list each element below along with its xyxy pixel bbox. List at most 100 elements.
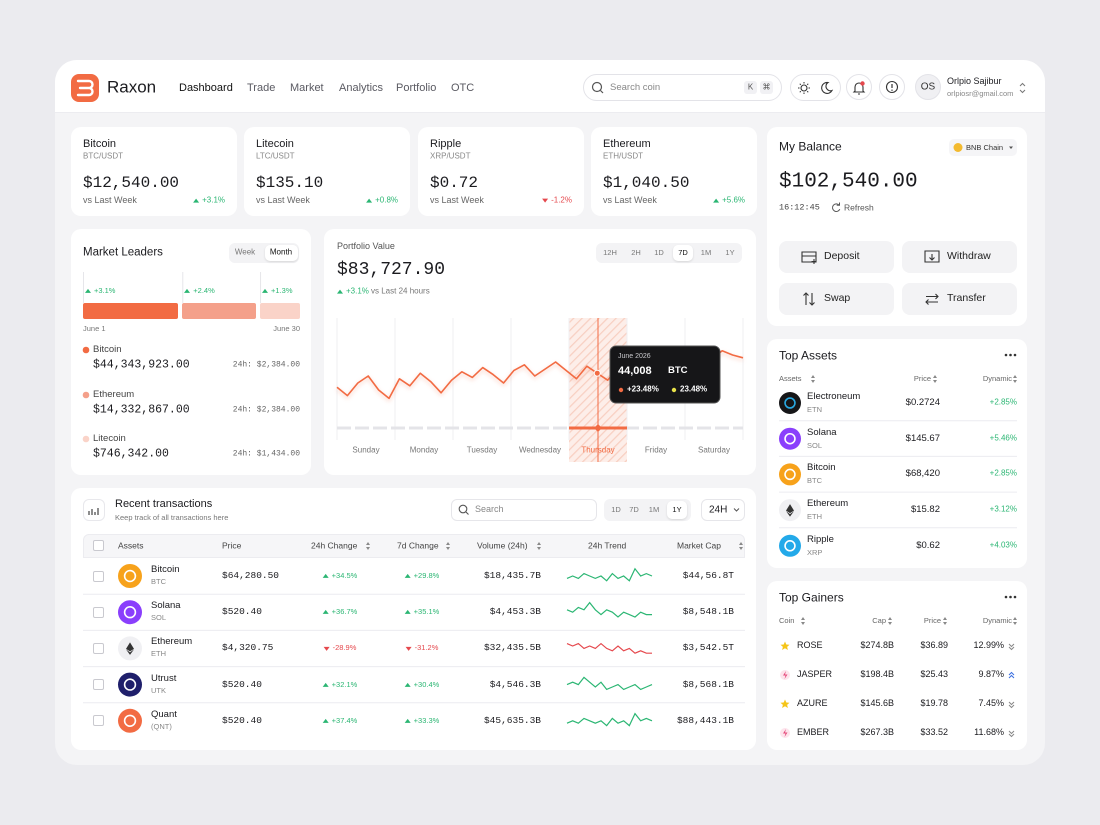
range-button[interactable]: 1M [700, 247, 712, 257]
asset-symbol: SOL [807, 440, 823, 450]
checkbox[interactable] [93, 606, 104, 618]
arrow-up [184, 289, 191, 293]
nav-link[interactable]: Market [290, 81, 324, 94]
range-button[interactable]: 1Y [672, 504, 682, 514]
change-badge: +2.4% [184, 285, 215, 295]
change-badge: +5.6% [713, 195, 745, 206]
column-header: Volume (24h) [477, 540, 528, 551]
nav-link[interactable]: Trade [247, 81, 276, 94]
range-button[interactable]: 1Y [725, 247, 735, 257]
change-badge: +3.1% [85, 286, 115, 295]
table-search[interactable] [451, 499, 597, 521]
change-value: +5.6% [722, 195, 745, 205]
checkbox[interactable] [93, 570, 104, 582]
ticker-price: $12,540.00 [83, 174, 180, 193]
day-label: Sunday [352, 445, 380, 455]
action-button[interactable] [779, 241, 894, 273]
nav-link[interactable]: Portfolio [396, 81, 437, 94]
balance-value: $102,540.00 [779, 170, 918, 194]
card-subtitle: Portfolio Value [337, 241, 395, 252]
gainer-dynamic: 9.87% [978, 669, 1004, 680]
ticker-name: Litecoin [256, 137, 294, 150]
column-header: Price [222, 540, 242, 551]
change-badge: +35.1% [404, 607, 439, 616]
range-button[interactable]: 1M [648, 504, 660, 514]
change-value: +29.8% [413, 570, 440, 580]
tab[interactable]: Week [234, 247, 256, 257]
period-select[interactable] [701, 499, 745, 521]
gainer-price: $36.89 [920, 640, 948, 651]
range-button[interactable]: 2H [631, 247, 641, 257]
range-button[interactable]: 7D [678, 247, 688, 257]
checkbox[interactable] [93, 715, 104, 727]
ticker-price: $0.72 [430, 174, 479, 193]
arrow-up [322, 610, 329, 615]
gainer-cap: $274.8B [860, 640, 894, 651]
action-button[interactable] [779, 283, 894, 315]
asset-symbol: ETH [807, 511, 822, 521]
nav-link[interactable]: OTC [451, 81, 475, 94]
change-badge: +37.4% [322, 715, 358, 725]
ticker-compare: vs Last Week [603, 195, 657, 206]
user-name: Orlpio Sajibur [947, 76, 1002, 87]
day-label: Saturday [697, 445, 731, 455]
asset-market-cap: $44,56.8T [682, 569, 734, 581]
asset-name: Ethereum [807, 497, 849, 509]
user-email: orlpiosr@gmail.com [947, 88, 1014, 98]
change-value: -31.2% [414, 643, 439, 653]
tab-active [265, 245, 298, 261]
range-button[interactable]: 1D [654, 247, 664, 257]
nav-link[interactable]: Analytics [339, 81, 384, 94]
change-value: +33.3% [413, 715, 440, 725]
key-label: ⌘ [762, 82, 771, 92]
column-header: 24h Change [311, 540, 358, 551]
column-header: Dynamic [982, 373, 1012, 383]
arrow-up [322, 574, 329, 578]
nav-link[interactable]: Dashboard [179, 81, 233, 94]
ticker-price: $135.10 [256, 174, 324, 193]
avatar[interactable] [915, 74, 941, 100]
day-label: Tuesday [466, 445, 498, 455]
ticker-name: Bitcoin [83, 137, 117, 150]
action-button[interactable] [902, 283, 1017, 315]
ticker-card [591, 127, 757, 216]
gainer-name: ROSE [797, 640, 823, 651]
asset-name: Utrust [151, 672, 177, 684]
balance-time: 16:12:45 [779, 202, 820, 213]
action-button[interactable] [902, 241, 1017, 273]
asset-price: $4,320.75 [222, 642, 274, 654]
column-header: 7d Change [397, 540, 439, 551]
theme-toggle[interactable] [790, 74, 841, 101]
range-button[interactable]: 1D [611, 504, 621, 514]
range-button[interactable]: 12H [603, 247, 617, 257]
arrow-down [542, 198, 549, 203]
key-label: K [747, 82, 754, 92]
top-assets-card [767, 339, 1027, 568]
notifications-button[interactable] [846, 74, 872, 100]
arrow-up [322, 718, 329, 723]
chain-select[interactable] [949, 139, 1017, 156]
day-label: Wednesday [518, 445, 562, 455]
change-value: -1.2% [551, 195, 572, 205]
change-value: +37.4% [331, 715, 358, 725]
ticker-compare: vs Last Week [83, 195, 137, 206]
column-header: Assets [779, 373, 802, 383]
asset-name: Ethereum [151, 636, 193, 648]
gainer-price: $33.52 [920, 727, 948, 738]
checkbox[interactable] [93, 642, 104, 654]
tab[interactable]: Month [269, 247, 293, 257]
change-value: +2.4% [193, 285, 215, 295]
asset-volume: $45,635.3B [483, 714, 541, 726]
search-placeholder: Search coin [610, 81, 661, 93]
range-button[interactable]: 7D [629, 504, 639, 514]
checkbox[interactable] [93, 540, 104, 551]
arrow-up [85, 289, 91, 293]
info-button[interactable] [879, 74, 905, 100]
day-label: Thursday [581, 445, 615, 455]
arrow-up [404, 718, 411, 723]
change-badge: -31.2% [405, 643, 439, 653]
asset-volume: $4,453.3B [489, 605, 541, 617]
asset-price: $15.82 [910, 503, 940, 515]
top-gainers-card [767, 581, 1027, 750]
checkbox[interactable] [93, 679, 104, 691]
